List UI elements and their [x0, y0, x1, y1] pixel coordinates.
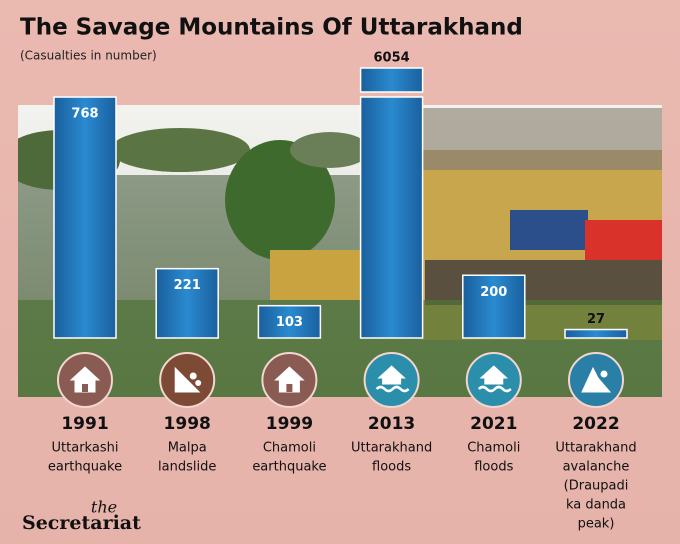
- value-label: 768: [71, 107, 98, 122]
- icon: [69, 366, 101, 393]
- icon-wave: [375, 385, 410, 393]
- x-tick-label: 2013: [368, 414, 415, 434]
- icon: [581, 366, 612, 393]
- category-description: Chamoli: [467, 441, 520, 456]
- photo: [18, 105, 662, 397]
- value-label: 221: [174, 278, 201, 293]
- bar: [462, 274, 526, 339]
- bar-break-cap: [359, 67, 424, 93]
- category-description: floods: [474, 460, 513, 475]
- x-tick-label: 1998: [164, 414, 211, 434]
- category-description: landslide: [158, 460, 216, 475]
- x-tick-label: 1999: [266, 414, 313, 434]
- icon-shape: [69, 366, 101, 393]
- category-description: (Draupadi: [564, 479, 629, 494]
- icon-shape: [479, 365, 509, 385]
- icon-door: [82, 384, 88, 392]
- icon: [375, 365, 410, 393]
- bar: [564, 328, 628, 339]
- value-label: 6054: [374, 51, 410, 66]
- category-description: earthquake: [252, 460, 326, 475]
- value-label: 103: [276, 315, 303, 330]
- value-label: 200: [480, 285, 507, 300]
- bar: [359, 96, 424, 339]
- icon-shape: [377, 365, 406, 385]
- category-description: Malpa: [168, 441, 207, 456]
- icon-wave: [477, 385, 512, 393]
- icon-shape: [581, 366, 612, 393]
- category-description: avalanche: [563, 460, 630, 475]
- chart-title: The Savage Mountains Of Uttarakhand: [20, 15, 523, 41]
- x-tick-label: 1991: [61, 414, 108, 434]
- icon-rock: [189, 372, 197, 380]
- category-description: floods: [372, 460, 411, 475]
- icon: [174, 366, 202, 393]
- bar: [53, 96, 117, 339]
- icon-snow: [600, 370, 608, 378]
- category-description: peak): [578, 517, 615, 532]
- icon-door: [286, 384, 293, 392]
- value-label: 27: [587, 312, 605, 327]
- x-tick-label: 2021: [470, 414, 517, 434]
- category-description: ka danda: [566, 498, 626, 513]
- logo-small: the: [91, 498, 117, 517]
- category-description: Chamoli: [263, 441, 316, 456]
- icon-shape: [174, 366, 201, 393]
- bar: [155, 267, 219, 339]
- icon-rock: [195, 380, 202, 386]
- category-description: Uttarkashi: [52, 441, 119, 456]
- icon: [477, 365, 512, 393]
- bar: [257, 304, 322, 339]
- x-tick-label: 2022: [572, 414, 619, 434]
- category-description: Uttarakhand: [555, 441, 636, 456]
- category-description: Uttarakhand: [351, 441, 432, 456]
- icon-shape: [274, 366, 305, 393]
- category-description: earthquake: [48, 460, 122, 475]
- chart-subtitle: (Casualties in number): [20, 49, 157, 63]
- logo-name: Secretariat: [22, 512, 141, 534]
- icon: [274, 366, 305, 393]
